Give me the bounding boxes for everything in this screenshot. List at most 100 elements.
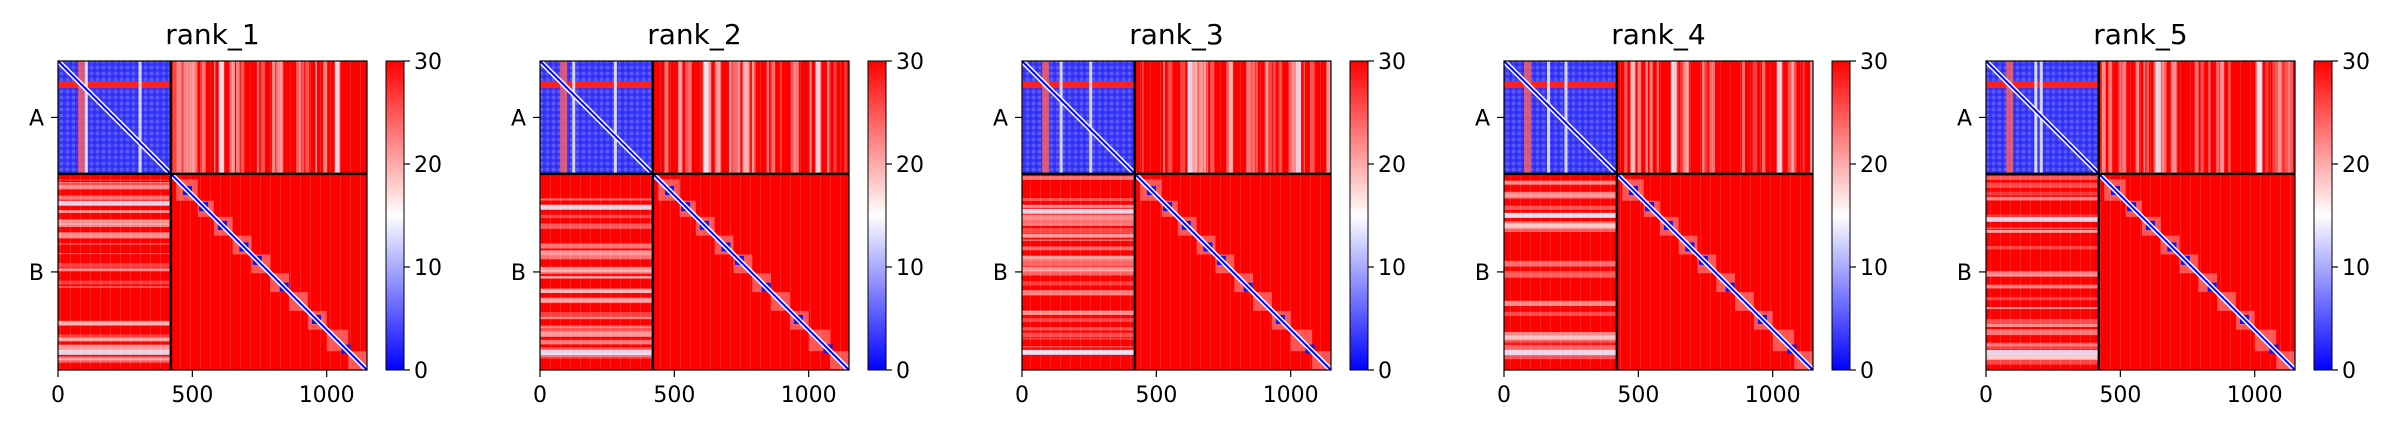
y-chain-label: A — [29, 106, 44, 131]
ab-streak — [1266, 61, 1269, 174]
chain-a-stripe — [2034, 61, 2038, 174]
ab-streak — [202, 61, 205, 174]
ab-streak — [204, 61, 207, 174]
diagonal-line — [1985, 60, 2296, 371]
panel-title: rank_2 — [647, 18, 741, 51]
ab-streak — [302, 61, 305, 174]
ab-streak — [1246, 61, 1250, 174]
ba-band — [58, 334, 171, 341]
ab-streak — [271, 61, 276, 174]
ba-band — [1504, 300, 1617, 307]
ab-streak — [1645, 61, 1648, 174]
ab-streak — [176, 61, 182, 174]
heatmap-panel-1: rank_1 0 500 1000 A B 0 10 20 30 — [29, 18, 442, 408]
ba-band — [540, 275, 653, 279]
ba-band — [540, 325, 653, 329]
ab-streak — [2143, 61, 2146, 174]
y-chain-label: A — [1475, 106, 1490, 131]
ab-streak — [1702, 61, 1705, 174]
x-tick-label: 500 — [1617, 383, 1659, 408]
ab-streak — [1163, 61, 1166, 174]
chain-a-stripe — [1546, 61, 1550, 174]
ba-band — [1504, 336, 1617, 341]
ba-band — [1022, 176, 1135, 180]
chain-a-stripe — [572, 61, 576, 174]
ab-streak — [192, 61, 197, 174]
ab-streak — [1675, 61, 1679, 174]
ab-streak — [1791, 61, 1794, 174]
ba-low-pae-band — [1022, 349, 1135, 355]
ba-band — [1504, 205, 1617, 210]
chain-a-flexible-column — [1524, 61, 1532, 174]
ba-band — [1022, 204, 1135, 208]
colorbar-tick-label: 30 — [1378, 50, 1406, 75]
chain-a-flexible-column — [1042, 61, 1050, 174]
x-tick-label: 0 — [533, 383, 547, 408]
colorbar-tick-label: 20 — [1860, 153, 1888, 178]
ab-streak — [1291, 61, 1297, 174]
ba-band — [58, 320, 171, 326]
diagonal-line — [1021, 60, 1332, 371]
ab-streak — [192, 61, 195, 174]
ab-streak — [743, 61, 749, 174]
ab-streak — [1624, 61, 1628, 174]
colorbar: 0 10 20 30 — [1349, 50, 1406, 384]
ba-band — [1022, 327, 1135, 331]
chain-a-stripe — [1089, 61, 1093, 174]
ab-streak — [1680, 61, 1685, 174]
ab-streak — [1206, 61, 1209, 174]
ba-band — [540, 317, 653, 319]
ab-streak — [2159, 61, 2164, 174]
ba-band — [1986, 323, 2099, 327]
ba-band — [1986, 182, 2099, 189]
ab-streak — [183, 61, 189, 174]
ab-streak — [276, 61, 279, 174]
x-tick-label: 1000 — [781, 383, 837, 408]
ab-streak — [261, 61, 265, 174]
colorbar-tick-label: 0 — [2342, 359, 2356, 384]
ab-streak — [1180, 61, 1186, 174]
colorbar-gradient — [2313, 60, 2333, 371]
x-tick-label: 0 — [1979, 383, 1993, 408]
heatmap-panel-2: rank_2 0 500 1000 A B 0 10 20 30 — [511, 18, 924, 408]
ba-band — [1022, 227, 1135, 234]
x-tick-label: 1000 — [1745, 383, 1801, 408]
ab-streak — [1637, 61, 1642, 174]
x-tick-label: 1000 — [1263, 383, 1319, 408]
ba-band — [1986, 342, 2099, 347]
ab-streak — [1249, 61, 1253, 174]
ab-low-pae-bar — [2155, 61, 2161, 174]
colorbar-tick-label: 0 — [1378, 359, 1392, 384]
ab-streak — [665, 61, 668, 174]
ba-band — [540, 214, 653, 219]
ab-streak — [1204, 61, 1206, 174]
ab-streak — [1272, 61, 1276, 174]
ab-low-pae-bar — [334, 61, 340, 174]
ba-band — [1022, 214, 1135, 220]
ab-streak — [214, 61, 216, 174]
ab-streak — [2153, 61, 2157, 174]
axes-frame — [539, 60, 850, 371]
ba-band — [58, 358, 171, 361]
colorbar-gradient — [385, 60, 405, 371]
ba-band — [58, 321, 171, 326]
ab-streak — [194, 61, 198, 174]
ba-band — [540, 312, 653, 318]
ba-band — [1986, 191, 2099, 196]
diagonal-line — [57, 60, 368, 371]
colorbar-tick-label: 30 — [1860, 50, 1888, 75]
ab-streak — [1712, 61, 1714, 174]
ab-streak — [1649, 61, 1653, 174]
ab-streak — [1255, 61, 1258, 174]
ab-streak — [1228, 61, 1233, 174]
heatmap-panel-4: rank_4 0 500 1000 A B 0 10 20 30 — [1475, 18, 1888, 408]
ab-streak — [299, 61, 304, 174]
ba-band — [58, 253, 171, 255]
colorbar-tick-label: 10 — [2342, 256, 2370, 281]
colorbar-gradient — [867, 60, 887, 371]
chain-a-stripe — [1059, 61, 1063, 174]
ab-streak — [1226, 61, 1229, 174]
ba-band — [1504, 353, 1617, 360]
ab-streak — [1702, 61, 1708, 174]
ba-band — [540, 250, 653, 256]
